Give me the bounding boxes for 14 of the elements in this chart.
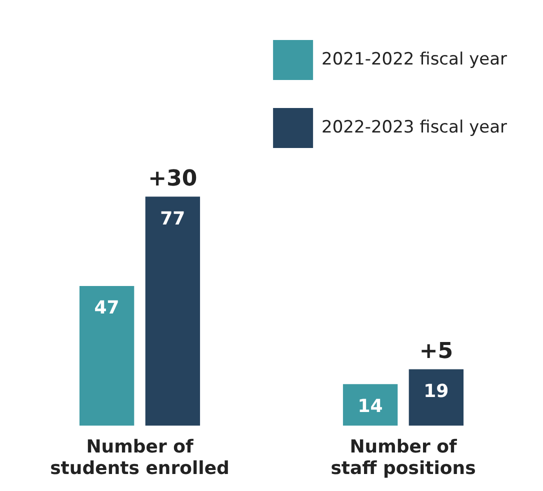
data-label: 14 [358,396,383,417]
data-label: 19 [424,380,449,402]
x-tick-label: Number of students enrolled [50,436,230,479]
text: +30 [148,166,198,192]
legend-label: 2021-2022 fiscal year [322,49,508,70]
bar [79,286,134,426]
bar [145,196,200,426]
annotation: +5 [419,338,454,364]
data-label: 77 [160,208,186,230]
legend-label: 2022-2023 fiscal year [322,117,508,138]
x-tick-label: Number of staff positions [330,436,476,479]
data-label: 47 [94,298,120,319]
bar [408,369,464,426]
bar [342,384,398,426]
